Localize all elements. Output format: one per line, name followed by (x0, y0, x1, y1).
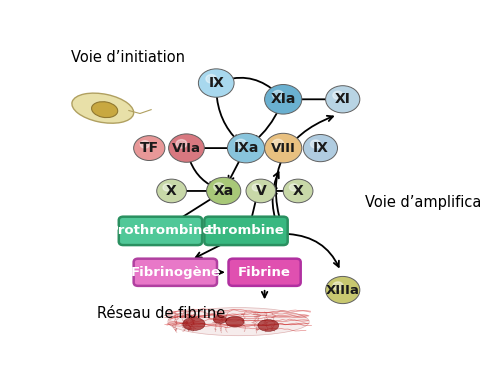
Circle shape (252, 184, 261, 191)
Ellipse shape (226, 316, 244, 327)
Text: X: X (166, 184, 177, 198)
Text: V: V (255, 184, 266, 198)
Ellipse shape (213, 316, 227, 323)
Ellipse shape (72, 93, 133, 123)
Circle shape (228, 133, 264, 163)
Circle shape (133, 136, 165, 161)
Text: Xa: Xa (214, 184, 234, 198)
Circle shape (176, 139, 187, 148)
FancyBboxPatch shape (119, 217, 202, 245)
Circle shape (214, 183, 224, 191)
Text: IXa: IXa (233, 141, 259, 155)
Circle shape (273, 91, 284, 99)
Circle shape (246, 179, 276, 203)
Circle shape (333, 282, 343, 290)
Circle shape (283, 179, 313, 203)
Circle shape (264, 84, 302, 114)
Text: X: X (293, 184, 303, 198)
Ellipse shape (168, 308, 309, 336)
Text: IX: IX (208, 76, 224, 90)
Ellipse shape (92, 102, 118, 118)
Circle shape (333, 91, 343, 99)
Circle shape (140, 141, 150, 148)
Circle shape (168, 134, 204, 162)
Circle shape (273, 139, 284, 148)
Text: IX: IX (312, 141, 328, 155)
Text: Fibrinogène: Fibrinogène (130, 266, 220, 279)
Circle shape (206, 177, 241, 205)
Circle shape (311, 140, 321, 148)
Circle shape (325, 86, 360, 113)
Circle shape (264, 133, 302, 163)
Ellipse shape (258, 319, 279, 331)
Text: Voie d’initiation: Voie d’initiation (71, 50, 185, 65)
FancyBboxPatch shape (228, 259, 300, 286)
FancyBboxPatch shape (133, 259, 217, 286)
Circle shape (235, 139, 246, 148)
Circle shape (289, 184, 299, 191)
Circle shape (198, 69, 234, 97)
Circle shape (303, 134, 337, 162)
Text: TF: TF (140, 141, 159, 155)
Circle shape (325, 276, 360, 304)
Text: Prothrombine: Prothrombine (109, 224, 212, 237)
Text: thrombine: thrombine (207, 224, 285, 237)
Circle shape (156, 179, 186, 203)
Text: VIII: VIII (271, 142, 296, 155)
Text: XIa: XIa (271, 92, 296, 106)
Circle shape (163, 184, 172, 191)
Text: Réseau de fibrine: Réseau de fibrine (97, 306, 226, 321)
Text: XIIIa: XIIIa (326, 283, 360, 296)
Text: Fibrine: Fibrine (238, 266, 291, 279)
Ellipse shape (183, 318, 205, 331)
Text: VIIa: VIIa (172, 142, 201, 155)
FancyBboxPatch shape (204, 217, 288, 245)
Text: XI: XI (335, 92, 351, 106)
Circle shape (206, 74, 216, 83)
Text: Voie d’amplification: Voie d’amplification (365, 195, 480, 210)
